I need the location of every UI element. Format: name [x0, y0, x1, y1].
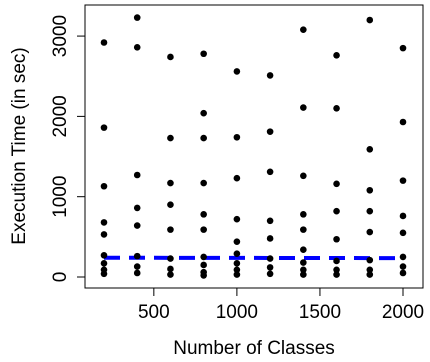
data-point: [133, 252, 141, 260]
data-point: [399, 269, 407, 277]
data-point: [366, 16, 374, 24]
data-point: [333, 180, 340, 188]
data-point: [399, 263, 407, 270]
data-point: [200, 179, 207, 187]
plot-frame: [84, 4, 424, 289]
data-point: [300, 266, 307, 274]
data-point: [333, 271, 340, 278]
data-point: [366, 146, 374, 153]
y-axis-title: Execution Time (in sec): [9, 47, 30, 244]
data-point: [300, 259, 307, 266]
data-point: [133, 44, 141, 51]
data-point: [167, 265, 174, 273]
data-point: [133, 171, 141, 179]
data-point: [200, 226, 207, 233]
data-point: [200, 211, 207, 218]
data-point: [133, 269, 141, 277]
data-point: [233, 215, 241, 223]
x-axis-title: Number of Classes: [173, 338, 335, 359]
data-point: [333, 207, 340, 215]
data-point: [266, 255, 274, 262]
data-point: [266, 264, 274, 271]
data-point: [266, 128, 274, 135]
data-point: [100, 219, 108, 226]
data-point: [399, 177, 407, 184]
y-tick-label: 3000: [50, 15, 71, 57]
data-point: [100, 39, 108, 46]
data-point: [233, 238, 241, 245]
data-point: [100, 270, 108, 278]
x-tick-label: 1000: [216, 302, 258, 323]
data-point: [100, 260, 108, 267]
data-point: [233, 250, 241, 258]
data-point: [266, 235, 274, 242]
data-point: [266, 168, 274, 176]
data-point: [300, 226, 307, 233]
data-point: [100, 231, 108, 238]
data-point: [100, 252, 108, 259]
data-point: [167, 201, 174, 209]
data-point: [366, 186, 374, 194]
data-point: [133, 222, 141, 229]
data-point: [200, 272, 207, 279]
data-point: [399, 229, 407, 237]
x-tick-label: 1500: [299, 302, 341, 323]
x-axis: 500 1000 1500 2000: [138, 288, 424, 323]
data-point: [167, 226, 174, 233]
data-point: [366, 271, 374, 278]
data-point: [100, 124, 108, 131]
y-tick-label: 0: [50, 272, 71, 283]
data-point: [266, 270, 274, 278]
data-point: [300, 246, 307, 253]
data-point: [333, 235, 340, 243]
data-point: [167, 53, 174, 61]
data-point: [333, 52, 340, 59]
data-point: [200, 253, 207, 261]
data-point: [399, 253, 407, 261]
data-point: [200, 109, 207, 117]
data-point: [233, 68, 241, 75]
data-point: [167, 134, 174, 142]
data-point: [399, 118, 407, 126]
data-point: [233, 266, 241, 274]
data-point: [333, 266, 340, 274]
data-point: [333, 257, 340, 265]
data-point: [366, 266, 374, 274]
data-point: [233, 174, 241, 182]
data-point: [300, 104, 307, 111]
x-tick-label: 500: [138, 302, 170, 323]
data-point: [300, 211, 307, 218]
data-point: [167, 179, 174, 187]
data-point: [133, 14, 141, 21]
data-point: [200, 134, 207, 142]
data-point: [300, 172, 307, 180]
data-point: [233, 271, 241, 278]
x-tick-label: 2000: [382, 302, 424, 323]
data-point: [366, 207, 374, 215]
data-point: [366, 228, 374, 236]
y-tick-label: 2000: [50, 95, 71, 137]
data-point: [399, 212, 407, 220]
data-point: [366, 256, 374, 264]
data-point: [300, 271, 307, 278]
data-point: [266, 72, 274, 79]
data-point: [133, 204, 141, 212]
data-point: [333, 105, 340, 112]
data-point: [167, 255, 174, 262]
data-point: [300, 26, 307, 33]
data-point: [399, 44, 407, 52]
data-point: [100, 182, 108, 190]
data-point: [200, 50, 207, 58]
data-point: [266, 217, 274, 225]
data-point: [133, 263, 141, 270]
data-point: [167, 271, 174, 278]
data-point: [233, 133, 241, 141]
data-point: [200, 261, 207, 269]
data-point: [233, 260, 241, 267]
y-tick-label: 1000: [50, 176, 71, 218]
y-axis: 0 1000 2000 3000: [50, 15, 85, 282]
data-points-layer: [100, 14, 407, 279]
